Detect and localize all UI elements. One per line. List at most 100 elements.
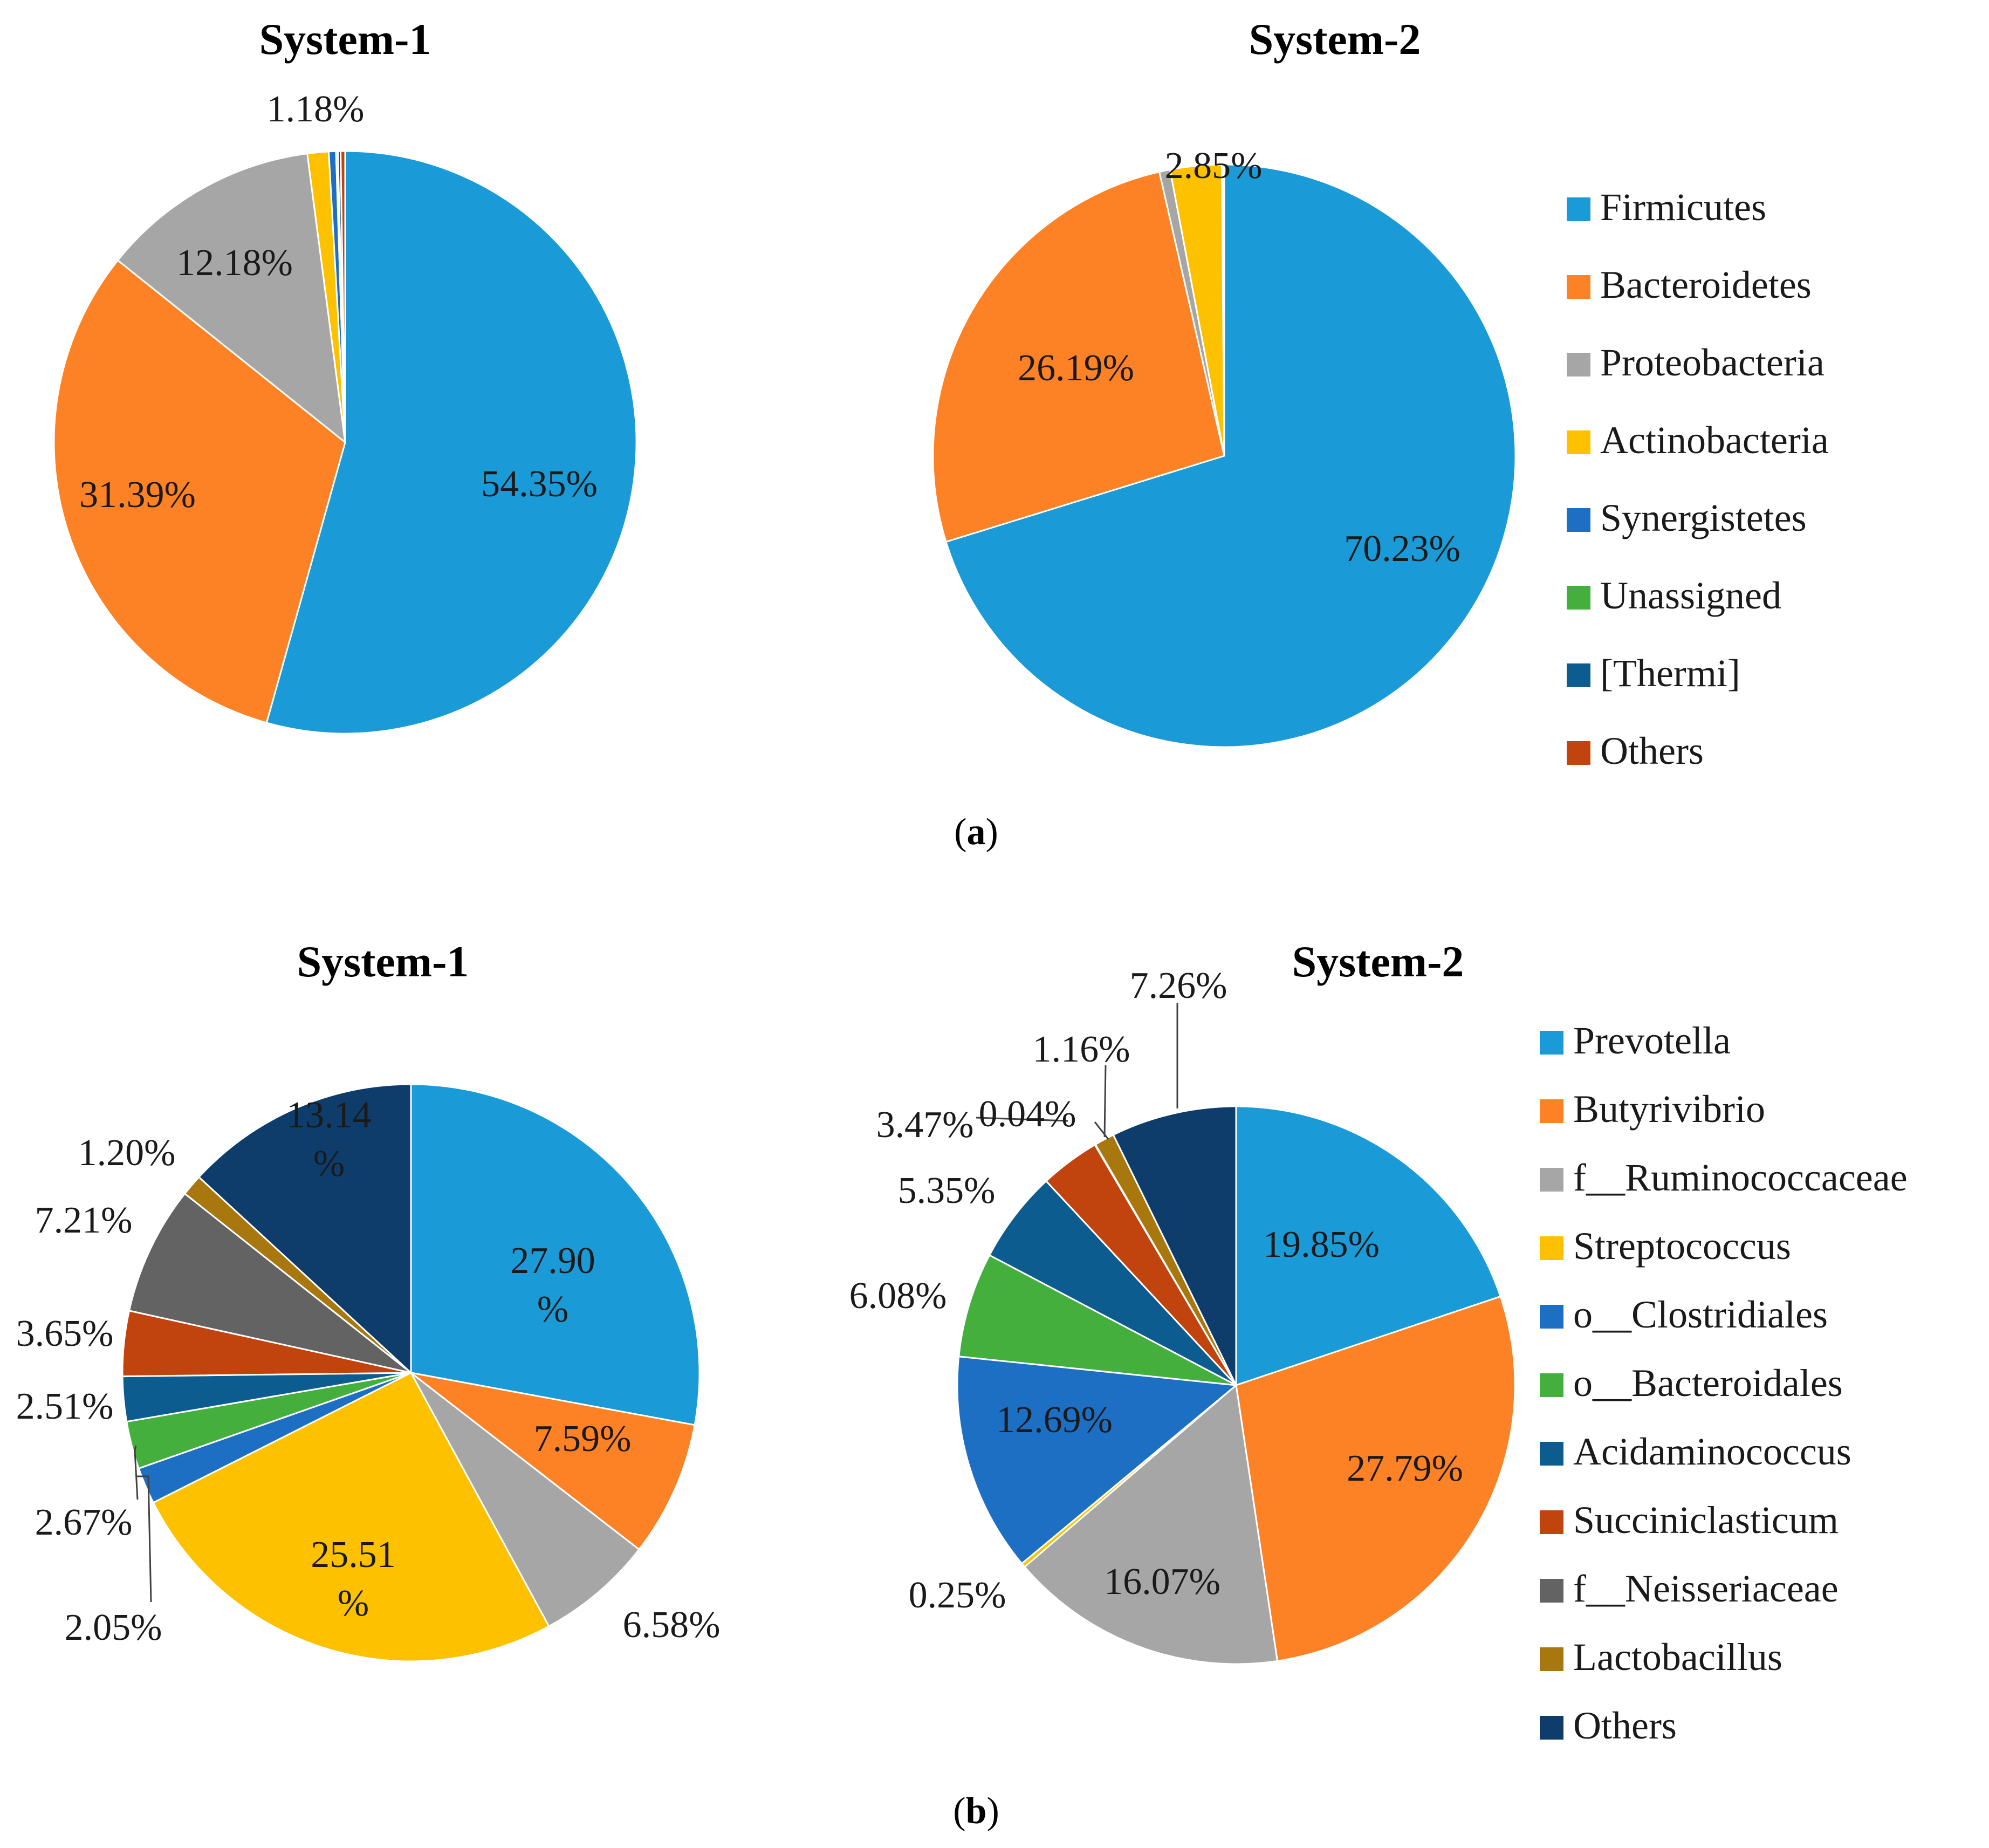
legend-swatch-proteobacteria (1567, 353, 1590, 377)
legend-swatch-synergistetes (1567, 508, 1590, 532)
legend-label-butyrivibrio: Butyrivibrio (1573, 1087, 1765, 1131)
pie-chart-a-system-2: 70.23% 26.19% 2.85% (932, 145, 1517, 748)
legend-label-succiniclasticum: Succiniclasticum (1573, 1498, 1839, 1542)
legend-label-bacteroidetes: Bacteroidetes (1600, 263, 1812, 306)
data-label-f-neisseriaceae: 0.04% (979, 1093, 1076, 1135)
pie-slice-f-neisseriaceae (128, 1192, 411, 1374)
pie-chart-b-system-1: 27.90% 7.59% 6.58% 25.51% 2.05% 2.67% 2.51% 3.6… (16, 1083, 721, 1662)
legend-item-f-ruminococcaceae: f__Ruminococcaceae (1540, 1156, 1908, 1199)
pie-slice-firmicutes (945, 163, 1517, 748)
legend-label-others: Others (1600, 729, 1704, 772)
pie-slice-streptococcus (152, 1372, 550, 1662)
data-label-others: 7.26% (1130, 965, 1227, 1007)
legend-swatch-unassigned (1567, 586, 1590, 610)
legend-swatch-others (1540, 1716, 1563, 1740)
legend-label-lactobacillus: Lactobacillus (1573, 1635, 1782, 1679)
pie-slice-others (1112, 1105, 1237, 1386)
data-label-o-bacteroidales: 6.08% (849, 1275, 947, 1317)
panel-label-b-letter: b (966, 1790, 987, 1832)
legend-swatch-prevotella (1540, 1031, 1563, 1055)
legend-item-thermi: [Thermi] (1567, 652, 1740, 695)
data-label-streptococcus-line-2: % (338, 1583, 369, 1624)
legend-item-firmicutes: Firmicutes (1567, 186, 1766, 229)
legend-label-prevotella: Prevotella (1573, 1019, 1731, 1062)
pie-slice-o-clostridiales (956, 1356, 1238, 1565)
legend-label-streptococcus: Streptococcus (1573, 1224, 1791, 1268)
legend-swatch-f-ruminococcaceae (1540, 1168, 1563, 1192)
chart-title-b-system-2: System-2 (1292, 937, 1464, 986)
pie-slice-bacteroidetes (932, 170, 1225, 543)
legend-item-lactobacillus: Lactobacillus (1540, 1635, 1782, 1679)
leader-line-o-clostridiales (136, 1475, 152, 1603)
legend-item-unassigned: Unassigned (1567, 574, 1781, 617)
pie-slice-bacteroidetes (53, 259, 346, 724)
pie-slice-butyrivibrio (410, 1372, 696, 1551)
legend-item-acidaminococcus: Acidaminococcus (1540, 1430, 1851, 1473)
data-label-actinobacteria: 2.85% (1165, 145, 1263, 187)
legend-swatch-f-neisseriaceae (1540, 1579, 1563, 1603)
panel-label-a-letter: a (967, 811, 986, 853)
legend-item-actinobacteria: Actinobacteria (1567, 419, 1829, 462)
panel-label-b: (b) (953, 1790, 999, 1832)
leader-line-lactobacillus (1103, 1065, 1107, 1138)
data-label-o-bacteroidales: 2.67% (35, 1502, 133, 1543)
legend-label-f-neisseriaceae: f__Neisseriaceae (1573, 1567, 1839, 1610)
data-label-succiniclasticum: 3.47% (876, 1104, 974, 1146)
legend-item-o-bacteroidales: o__Bacteroidales (1540, 1361, 1843, 1405)
leader-line-f-neisseriaceae (1094, 1121, 1109, 1140)
data-label-lactobacillus: 1.20% (78, 1132, 176, 1174)
legend-swatch-acidaminococcus (1540, 1442, 1563, 1466)
legend-b: Prevotella Butyrivibrio f__Ruminococcaceae… (1540, 1019, 1908, 1747)
data-label-f-neisseriaceae: 7.21% (35, 1200, 133, 1241)
data-label-acidaminococcus: 2.51% (16, 1386, 114, 1427)
data-label-firmicutes: 70.23% (1344, 528, 1460, 570)
data-label-o-clostridiales: 2.05% (65, 1607, 162, 1648)
legend-item-synergistetes: Synergistetes (1567, 496, 1807, 539)
legend-swatch-succiniclasticum (1540, 1510, 1563, 1534)
pie-chart-b-system-2: 19.85% 27.79% 16.07% 0.25% 12.69% 6.08% 5.35% 3… (849, 965, 1516, 1665)
data-label-others-line-1: 13.14 (286, 1094, 372, 1136)
pie-slice-prevotella (410, 1083, 701, 1426)
legend-item-f-neisseriaceae: f__Neisseriaceae (1540, 1567, 1839, 1610)
legend-item-proteobacteria: Proteobacteria (1567, 341, 1825, 384)
chart-title-b-system-1: System-1 (297, 937, 469, 986)
legend-label-acidaminococcus: Acidaminococcus (1573, 1430, 1851, 1473)
legend-label-actinobacteria: Actinobacteria (1600, 419, 1829, 462)
data-label-bacteroidetes: 31.39% (79, 474, 196, 516)
legend-label-others: Others (1573, 1704, 1677, 1747)
legend-label-synergistetes: Synergistetes (1600, 496, 1807, 539)
data-label-prevotella-line-2: % (537, 1289, 568, 1330)
legend-item-others: Others (1567, 729, 1704, 772)
legend-item-others: Others (1540, 1704, 1677, 1747)
legend-label-f-ruminococcaceae: f__Ruminococcaceae (1573, 1156, 1908, 1199)
pie-slice-o-bacteroidales (958, 1254, 1237, 1386)
pie-slice-butyrivibrio (1235, 1295, 1516, 1662)
pie-slice-others (197, 1083, 412, 1375)
data-label-proteobacteria: 12.18% (176, 242, 293, 284)
data-label-streptococcus: 0.25% (909, 1575, 1006, 1616)
data-label-prevotella-line-1: 27.90 (510, 1240, 595, 1282)
legend-item-streptococcus: Streptococcus (1540, 1224, 1791, 1268)
legend-a: Firmicutes Bacteroidetes Proteobacteria Act… (1567, 186, 1829, 772)
chart-title-a-system-2: System-2 (1249, 15, 1421, 64)
legend-label-o-bacteroidales: o__Bacteroidales (1573, 1361, 1843, 1405)
data-label-others-line-2: % (313, 1143, 345, 1185)
data-label-f-ruminococcaceae: 6.58% (623, 1604, 721, 1646)
legend-item-prevotella: Prevotella (1540, 1019, 1731, 1062)
data-label-succiniclasticum: 3.65% (16, 1313, 114, 1354)
pie-slice-proteobacteria (116, 152, 346, 444)
data-label-f-ruminococcaceae: 16.07% (1104, 1561, 1220, 1603)
data-label-butyrivibrio: 7.59% (534, 1418, 632, 1460)
pie-slice-prevotella (1235, 1105, 1502, 1387)
data-label-streptococcus-line-1: 25.51 (311, 1534, 396, 1576)
legend-swatch-firmicutes (1567, 197, 1590, 221)
data-label-firmicutes: 54.35% (481, 463, 598, 505)
pie-slice-f-ruminococcaceae (1023, 1384, 1279, 1665)
data-label-o-clostridiales: 12.69% (996, 1399, 1113, 1441)
legend-swatch-thermi (1567, 663, 1590, 687)
legend-item-succiniclasticum: Succiniclasticum (1540, 1498, 1839, 1542)
data-label-actinobacteria: 1.18% (267, 88, 365, 130)
pie-slice-acidaminococcus (988, 1180, 1237, 1386)
data-label-acidaminococcus: 5.35% (898, 1170, 996, 1212)
